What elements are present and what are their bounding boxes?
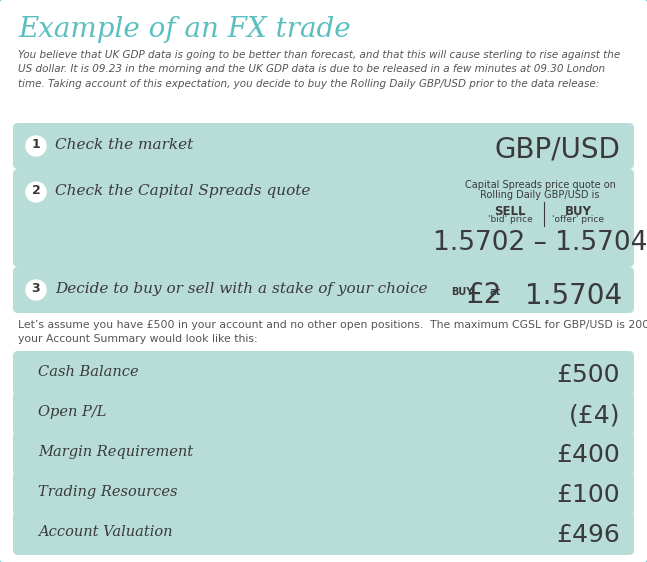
Text: You believe that UK GDP data is going to be better than forecast, and that this : You believe that UK GDP data is going to… (18, 50, 620, 89)
Text: £400: £400 (556, 443, 620, 467)
Text: Account Valuation: Account Valuation (38, 525, 173, 539)
Text: £100: £100 (556, 483, 620, 507)
Text: Rolling Daily GBP/USD is: Rolling Daily GBP/USD is (480, 190, 600, 200)
Text: £496: £496 (556, 523, 620, 547)
Text: 1.5702 – 1.5704: 1.5702 – 1.5704 (433, 230, 647, 256)
Text: Capital Spreads price quote on: Capital Spreads price quote on (465, 180, 615, 190)
Text: at: at (490, 287, 501, 297)
Text: 1.5704: 1.5704 (525, 282, 622, 310)
Text: BUY: BUY (564, 205, 591, 218)
Text: Margin Requirement: Margin Requirement (38, 445, 193, 459)
FancyBboxPatch shape (13, 267, 634, 313)
Text: SELL: SELL (494, 205, 526, 218)
FancyBboxPatch shape (13, 511, 634, 555)
Text: 'offer' price: 'offer' price (552, 215, 604, 224)
Text: Check the market: Check the market (55, 138, 193, 152)
FancyBboxPatch shape (13, 391, 634, 435)
Text: Example of an FX trade: Example of an FX trade (18, 16, 351, 43)
FancyBboxPatch shape (13, 471, 634, 515)
Text: 1: 1 (32, 138, 40, 151)
Text: BUY: BUY (451, 287, 473, 297)
FancyBboxPatch shape (13, 351, 634, 395)
Text: 'bid' price: 'bid' price (488, 215, 532, 224)
Text: 2: 2 (32, 184, 40, 197)
Text: Decide to buy or sell with a stake of your choice: Decide to buy or sell with a stake of yo… (55, 282, 428, 296)
Text: (£4): (£4) (569, 403, 620, 427)
Text: £500: £500 (556, 363, 620, 387)
Text: Open P/L: Open P/L (38, 405, 107, 419)
Text: Let’s assume you have £500 in your account and no other open positions.  The max: Let’s assume you have £500 in your accou… (18, 320, 647, 345)
Circle shape (26, 280, 46, 300)
Text: 3: 3 (32, 282, 40, 295)
Text: Cash Balance: Cash Balance (38, 365, 138, 379)
Circle shape (26, 182, 46, 202)
Text: Trading Resources: Trading Resources (38, 485, 177, 499)
Circle shape (26, 136, 46, 156)
FancyBboxPatch shape (13, 169, 634, 267)
FancyBboxPatch shape (13, 123, 634, 169)
Text: GBP/USD: GBP/USD (494, 136, 620, 164)
Text: Check the Capital Spreads quote: Check the Capital Spreads quote (55, 184, 311, 198)
FancyBboxPatch shape (13, 431, 634, 475)
Text: £2: £2 (466, 281, 501, 309)
